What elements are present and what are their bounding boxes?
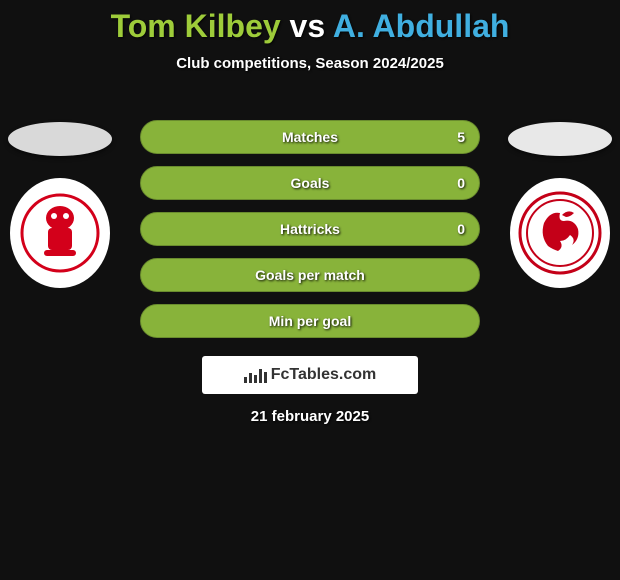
- stat-label: Hattricks: [280, 221, 340, 237]
- stat-row: Goals 0: [140, 166, 480, 200]
- subtitle: Club competitions, Season 2024/2025: [0, 55, 620, 72]
- stat-row: Goals per match: [140, 258, 480, 292]
- branding-text: FcTables.com: [271, 366, 377, 384]
- player2-club-logo: [510, 178, 610, 288]
- stat-label: Goals: [291, 175, 330, 191]
- date-label: 21 february 2025: [0, 408, 620, 425]
- title-player2: A. Abdullah: [333, 8, 510, 44]
- player1-photo: [8, 122, 112, 156]
- stat-label: Min per goal: [269, 313, 351, 329]
- club-crest-icon: [518, 191, 602, 275]
- stat-value-right: 0: [457, 175, 465, 191]
- stat-row: Hattricks 0: [140, 212, 480, 246]
- stat-label: Goals per match: [255, 267, 365, 283]
- page-title: Tom Kilbey vs A. Abdullah: [0, 0, 620, 45]
- club-crest-icon: [20, 188, 100, 278]
- player2-photo: [508, 122, 612, 156]
- stat-value-right: 0: [457, 221, 465, 237]
- right-column: [500, 122, 620, 288]
- stat-label: Matches: [282, 129, 338, 145]
- player1-club-logo: [10, 178, 110, 288]
- stats-table: Matches 5 Goals 0 Hattricks 0 Goals per match M…: [140, 120, 480, 338]
- title-vs: vs: [290, 8, 326, 44]
- stat-value-right: 5: [457, 129, 465, 145]
- title-player1: Tom Kilbey: [111, 8, 281, 44]
- branding-badge[interactable]: FcTables.com: [202, 356, 418, 394]
- chart-icon: [244, 367, 267, 383]
- stat-row: Min per goal: [140, 304, 480, 338]
- left-column: [0, 122, 120, 288]
- stat-row: Matches 5: [140, 120, 480, 154]
